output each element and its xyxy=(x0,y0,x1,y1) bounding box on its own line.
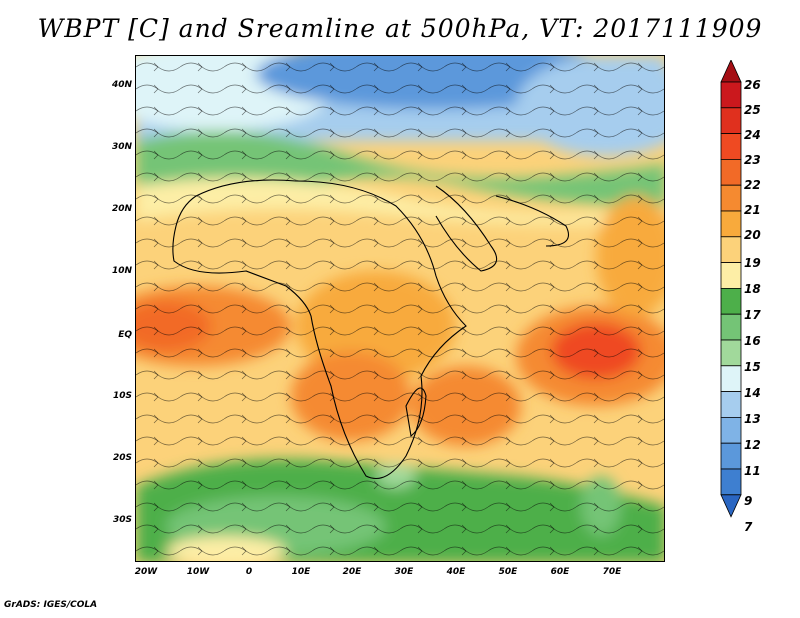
lon-label-60e: 60E xyxy=(550,567,570,577)
colorbar-label: 26 xyxy=(744,78,761,92)
lon-label-50e: 50E xyxy=(498,567,518,577)
colorbar-segment xyxy=(720,468,742,496)
lat-label-40n: 40N xyxy=(111,80,132,90)
lat-label-10n: 10N xyxy=(111,266,132,276)
colorbar-label: 24 xyxy=(744,128,761,142)
colorbar-label: 13 xyxy=(744,412,761,426)
colorbar-label: 16 xyxy=(744,334,761,348)
lon-label-30e: 30E xyxy=(394,567,414,577)
colorbar-label: 15 xyxy=(744,360,761,374)
colorbar-label: 20 xyxy=(744,228,761,242)
lat-label-20s: 20S xyxy=(112,453,132,463)
colorbar-segment xyxy=(720,313,742,341)
lon-label-0: 0 xyxy=(245,567,253,577)
colorbar-label: 11 xyxy=(744,464,761,478)
colorbar-label: 25 xyxy=(744,103,761,117)
colorbar-label: 12 xyxy=(744,438,761,452)
colorbar-segment xyxy=(720,416,742,444)
colorbar-label: 14 xyxy=(744,386,761,400)
lon-label-40e: 40E xyxy=(446,567,466,577)
colorbar-label: 9 xyxy=(744,494,753,508)
lat-label-30s: 30S xyxy=(112,515,132,525)
colorbar-segment xyxy=(720,107,742,134)
colorbar-label: 18 xyxy=(744,282,761,296)
coastlines xyxy=(172,179,570,480)
colorbar-segment xyxy=(720,339,742,367)
lat-label-30n: 30N xyxy=(111,142,132,152)
colorbar-segment xyxy=(720,287,742,315)
colorbar-label: 17 xyxy=(744,308,761,322)
colorbar-segment xyxy=(720,210,742,238)
colorbar-label: 7 xyxy=(744,520,753,534)
lat-label-20n: 20N xyxy=(111,204,132,214)
lon-label-10e: 10E xyxy=(291,567,311,577)
grads-credit: GrADS: IGES/COLA xyxy=(4,600,98,610)
colorbar-top-arrow xyxy=(720,60,742,83)
colorbar-label: 19 xyxy=(744,256,761,270)
colorbar xyxy=(720,60,742,518)
colorbar-segment xyxy=(720,184,742,212)
colorbar-segment xyxy=(720,391,742,418)
colorbar-segment xyxy=(720,236,742,264)
colorbar-label: 23 xyxy=(744,153,761,167)
lon-label-20e: 20E xyxy=(342,567,362,577)
colorbar-label: 22 xyxy=(744,178,761,192)
streamlines xyxy=(136,56,664,561)
colorbar-label: 21 xyxy=(744,203,761,217)
colorbar-segment xyxy=(720,159,742,186)
colorbar-bottom-arrow xyxy=(720,494,742,518)
chart-title: WBPT [C] and Sreamline at 500hPa, VT: 20… xyxy=(37,14,763,43)
wbpt-field xyxy=(136,56,664,561)
lon-label-20w: 20W xyxy=(134,567,158,577)
colorbar-segment xyxy=(720,133,742,160)
colorbar-segment xyxy=(720,442,742,470)
map-panel xyxy=(135,55,665,562)
colorbar-segment xyxy=(720,365,742,392)
colorbar-segment xyxy=(720,81,742,109)
lat-label-eq: EQ xyxy=(118,330,132,340)
lat-label-10s: 10S xyxy=(112,391,132,401)
lon-label-10w: 10W xyxy=(186,567,210,577)
colorbar-segment xyxy=(720,262,742,289)
lon-label-70e: 70E xyxy=(602,567,622,577)
